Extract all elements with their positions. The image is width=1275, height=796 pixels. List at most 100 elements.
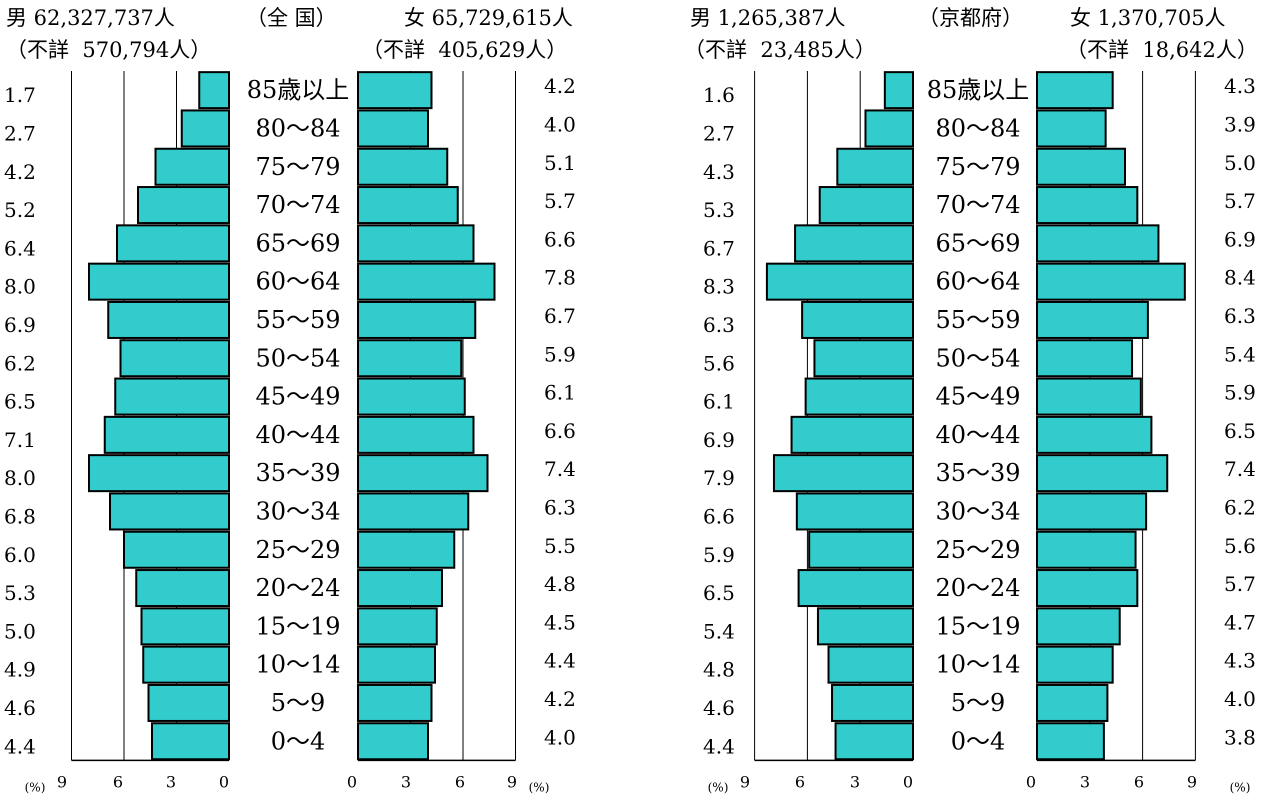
kyoto-age-label: 45～49 <box>935 383 1020 411</box>
national-female-value-label: 5.9 <box>544 342 576 366</box>
kyoto-female-bar <box>1036 569 1139 608</box>
kyoto-female-bar <box>1036 645 1114 684</box>
national-age-label: 45～49 <box>255 383 340 411</box>
national-age-label: 60～64 <box>255 268 340 296</box>
national-male-value-label: 6.4 <box>4 236 36 260</box>
kyoto-male-bar <box>801 300 914 339</box>
national-female-value-label: 7.4 <box>544 457 576 481</box>
kyoto-female-value-label: 6.3 <box>1224 304 1256 328</box>
national-female-bar <box>357 109 429 148</box>
kyoto-female-tick-label: 6 <box>1134 772 1144 791</box>
national-age-label: 0～4 <box>271 727 326 755</box>
national-female-bar <box>357 492 470 531</box>
kyoto-male-bar <box>827 645 915 684</box>
kyoto-male-value-label: 6.5 <box>703 581 735 605</box>
kyoto-male-bar <box>794 224 915 263</box>
national-male-value-label: 4.4 <box>4 734 36 758</box>
kyoto-female-bar <box>1036 722 1105 761</box>
kyoto-female-value-label: 4.3 <box>1224 649 1256 673</box>
national-age-label: 55～59 <box>255 306 340 334</box>
national-female-value-label: 6.7 <box>544 304 576 328</box>
kyoto-female-bar <box>1036 224 1160 263</box>
national-female-bar <box>357 186 459 225</box>
national-age-label: 5～9 <box>271 689 326 717</box>
national-female-value-label: 4.0 <box>544 112 576 136</box>
national-male-value-label: 4.9 <box>4 658 36 682</box>
kyoto-male-bar <box>836 147 915 186</box>
national-female-value-label: 4.5 <box>544 610 576 634</box>
kyoto-male-bar <box>804 377 915 416</box>
kyoto-age-label: 75～79 <box>935 153 1020 181</box>
national-female-value-label: 4.2 <box>544 687 576 711</box>
kyoto-age-label: 50～54 <box>935 344 1020 372</box>
kyoto-age-label: 10～14 <box>935 651 1020 679</box>
kyoto-age-label: 40～44 <box>935 421 1020 449</box>
national-female-bar <box>357 71 433 110</box>
national-unit-label-right: (%) <box>529 780 550 794</box>
kyoto-male-bar <box>772 454 915 493</box>
national-female-bar <box>357 645 436 684</box>
national-female-unknown: （不詳 405,629人） <box>362 38 568 62</box>
national-male-value-label: 6.8 <box>4 504 36 528</box>
national-male-bar <box>154 147 230 186</box>
national-female-value-label: 5.5 <box>544 534 576 558</box>
national-male-bar <box>140 607 230 646</box>
kyoto-female-unknown: （不詳 18,642人） <box>1066 38 1258 62</box>
kyoto-age-label: 25～29 <box>935 536 1020 564</box>
kyoto-female-bar <box>1036 339 1134 378</box>
national-female-value-label: 4.2 <box>544 74 576 98</box>
kyoto-male-value-label: 6.7 <box>703 236 735 260</box>
kyoto-female-tick-label: 3 <box>1080 772 1090 791</box>
kyoto-age-label: 35～39 <box>935 459 1020 487</box>
national-female-bar <box>357 683 433 722</box>
kyoto-female-value-label: 6.9 <box>1224 227 1256 251</box>
national-female-bar <box>357 530 456 569</box>
national-female-bar <box>357 722 429 761</box>
national-male-bar <box>114 377 230 416</box>
kyoto-female-value-label: 4.7 <box>1224 610 1256 634</box>
kyoto-male-tick-label: 0 <box>903 772 913 791</box>
kyoto-female-bar <box>1036 683 1109 722</box>
national-female-bar <box>357 339 463 378</box>
kyoto-female-bar <box>1036 186 1139 225</box>
kyoto-female-tick-label: 0 <box>1026 772 1036 791</box>
kyoto-male-bar <box>795 492 915 531</box>
national-female-bar <box>357 300 477 339</box>
kyoto-female-value-label: 6.2 <box>1224 495 1256 519</box>
national-age-label: 40～44 <box>255 421 340 449</box>
national-male-bar <box>147 683 230 722</box>
national-male-value-label: 2.7 <box>4 121 36 145</box>
national-female-value-label: 4.0 <box>544 725 576 749</box>
kyoto-female-value-label: 3.9 <box>1224 112 1256 136</box>
national-age-label: 70～74 <box>255 191 340 219</box>
kyoto-age-label: 70～74 <box>935 191 1020 219</box>
kyoto-male-header: 男 1,265,387人 <box>690 6 846 30</box>
kyoto-age-label: 0～4 <box>951 727 1006 755</box>
national-female-tick-label: 9 <box>507 772 517 791</box>
national-male-bar <box>109 492 230 531</box>
national-male-value-label: 8.0 <box>4 466 36 490</box>
kyoto-male-bar <box>816 607 915 646</box>
kyoto-age-label: 15～19 <box>935 612 1020 640</box>
kyoto-age-label: 5～9 <box>951 689 1006 717</box>
national-male-bar <box>107 300 230 339</box>
kyoto-age-label: 55～59 <box>935 306 1020 334</box>
national-male-bar <box>116 224 230 263</box>
national-female-bar <box>357 224 475 263</box>
national-male-tick-label: 3 <box>166 772 176 791</box>
national-female-tick-label: 3 <box>401 772 411 791</box>
kyoto-male-value-label: 4.4 <box>703 734 735 758</box>
kyoto-female-value-label: 3.8 <box>1224 725 1256 749</box>
national-female-value-label: 5.7 <box>544 189 576 213</box>
kyoto-male-bar <box>883 71 915 110</box>
kyoto-female-value-label: 4.3 <box>1224 74 1256 98</box>
national-male-bar <box>88 262 230 301</box>
kyoto-female-value-label: 5.9 <box>1224 381 1256 405</box>
national-age-label: 10～14 <box>255 651 340 679</box>
national-male-unknown: （不詳 570,794人） <box>6 38 212 62</box>
kyoto-male-value-label: 4.3 <box>703 160 735 184</box>
national-male-header: 男 62,327,737人 <box>6 6 175 30</box>
national-female-value-label: 6.1 <box>544 381 576 405</box>
kyoto-male-unknown: （不詳 23,485人） <box>684 38 876 62</box>
kyoto-female-value-label: 8.4 <box>1224 266 1256 290</box>
